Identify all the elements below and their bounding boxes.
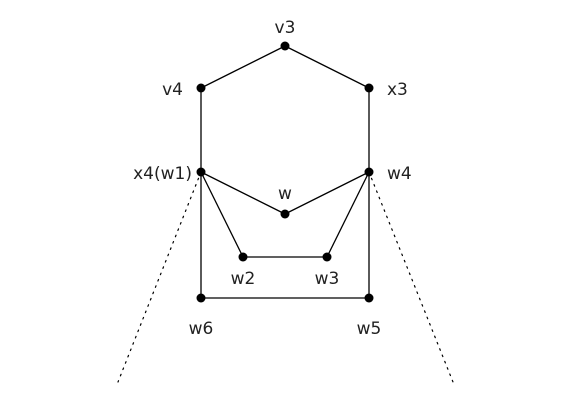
vertex-x3 bbox=[364, 83, 374, 93]
vertices-group bbox=[196, 41, 374, 303]
vertex-w5 bbox=[364, 293, 374, 303]
vertex-label-w5: w5 bbox=[357, 319, 382, 339]
vertex-label-w6: w6 bbox=[189, 319, 214, 339]
edges-group bbox=[117, 45, 454, 383]
vertex-label-x4: x4(w1) bbox=[133, 164, 192, 184]
vertex-w4 bbox=[364, 167, 374, 177]
vertex-v3 bbox=[280, 41, 290, 51]
vertex-w bbox=[280, 209, 290, 219]
vertex-v4 bbox=[196, 83, 206, 93]
vertex-label-v4: v4 bbox=[162, 80, 183, 100]
edge-w-w4 bbox=[284, 171, 370, 215]
labels-group: v3 v4 x3 x4(w1) w4 w w2 w3 w6 w5 bbox=[133, 18, 412, 339]
vertex-x4 bbox=[196, 167, 206, 177]
edge-v3-v4 bbox=[200, 45, 286, 89]
edge-x4-w bbox=[200, 171, 286, 215]
vertex-w6 bbox=[196, 293, 206, 303]
vertex-w2 bbox=[238, 252, 248, 262]
vertex-label-w3: w3 bbox=[315, 269, 340, 289]
edge-w3-w4 bbox=[326, 171, 370, 258]
vertex-label-v3: v3 bbox=[275, 18, 296, 38]
vertex-label-w4: w4 bbox=[387, 164, 412, 184]
edge-v3-x3 bbox=[284, 45, 370, 89]
vertex-label-x3: x3 bbox=[387, 80, 408, 100]
edge-x4-open-left bbox=[117, 171, 202, 383]
edge-w4-open-right bbox=[368, 171, 454, 383]
edge-x4-w2 bbox=[200, 171, 244, 258]
vertex-label-w2: w2 bbox=[231, 269, 256, 289]
vertex-label-w: w bbox=[278, 184, 292, 204]
vertex-w3 bbox=[322, 252, 332, 262]
